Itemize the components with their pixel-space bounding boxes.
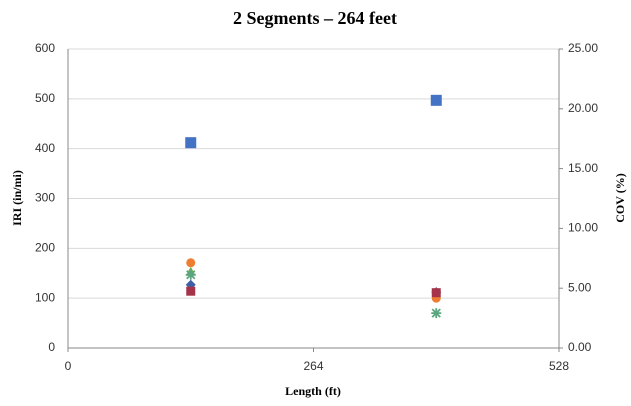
y2-tick-label: 0.00 bbox=[568, 340, 592, 354]
data-point bbox=[431, 288, 441, 298]
y2-tick-label: 10.00 bbox=[568, 221, 598, 235]
data-point bbox=[185, 269, 196, 280]
data-point bbox=[185, 137, 197, 149]
y-tick-label: 0 bbox=[48, 340, 55, 354]
y2-tick-label: 20.00 bbox=[568, 101, 598, 115]
y-tick-label: 100 bbox=[35, 290, 55, 304]
y-tick-label: 300 bbox=[35, 191, 55, 205]
y2-tick-label: 15.00 bbox=[568, 161, 598, 175]
data-point bbox=[186, 258, 196, 268]
y2-tick-label: 25.00 bbox=[568, 41, 598, 55]
y2-axis-title: COV (%) bbox=[613, 173, 627, 222]
data-point bbox=[186, 286, 196, 296]
y2-tick-label: 5.00 bbox=[568, 280, 592, 294]
chart-title: 2 Segments – 264 feet bbox=[233, 8, 397, 28]
y-tick-label: 400 bbox=[35, 141, 55, 155]
y-tick-label: 500 bbox=[35, 91, 55, 105]
y-tick-label: 200 bbox=[35, 241, 55, 255]
x-tick-label: 0 bbox=[65, 359, 72, 373]
y-tick-label: 600 bbox=[35, 41, 55, 55]
x-tick-label: 264 bbox=[303, 359, 323, 373]
x-tick-label: 528 bbox=[549, 359, 569, 373]
y-axis-title: IRI (in/mi) bbox=[10, 170, 24, 226]
x-axis-title: Length (ft) bbox=[285, 384, 341, 398]
data-point bbox=[430, 94, 442, 106]
data-point bbox=[431, 308, 442, 319]
